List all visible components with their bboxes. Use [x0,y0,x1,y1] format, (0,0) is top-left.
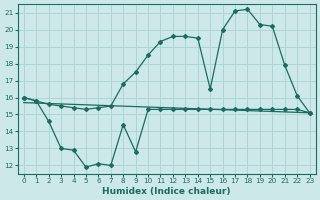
X-axis label: Humidex (Indice chaleur): Humidex (Indice chaleur) [102,187,231,196]
